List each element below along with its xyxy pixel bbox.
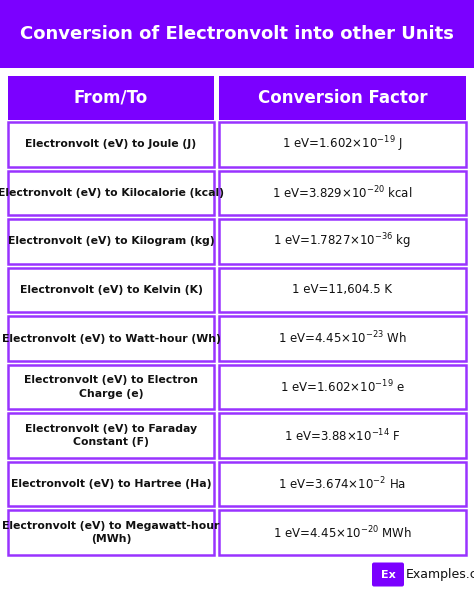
Text: Examples.com: Examples.com bbox=[406, 568, 474, 581]
Bar bbox=[219, 122, 466, 166]
Text: Ex: Ex bbox=[381, 570, 395, 580]
Bar bbox=[8, 122, 214, 166]
Text: Electronvolt (eV) to Electron
Charge (e): Electronvolt (eV) to Electron Charge (e) bbox=[24, 375, 198, 398]
Bar bbox=[219, 365, 466, 409]
Bar bbox=[219, 76, 466, 120]
Text: Conversion of Electronvolt into other Units: Conversion of Electronvolt into other Un… bbox=[20, 25, 454, 43]
FancyBboxPatch shape bbox=[372, 562, 404, 587]
Text: Electronvolt (eV) to Kelvin (K): Electronvolt (eV) to Kelvin (K) bbox=[19, 285, 202, 295]
Text: 1 eV=1.602$\mathregular{\times}$10$\mathregular{^{-19}}$ J: 1 eV=1.602$\mathregular{\times}$10$\math… bbox=[282, 134, 403, 154]
Bar bbox=[219, 413, 466, 458]
Bar bbox=[219, 170, 466, 215]
Text: 1 eV=4.45$\mathregular{\times}$10$\mathregular{^{-23}}$ Wh: 1 eV=4.45$\mathregular{\times}$10$\mathr… bbox=[278, 330, 407, 347]
Bar bbox=[219, 268, 466, 312]
Bar bbox=[8, 365, 214, 409]
Text: Electronvolt (eV) to Faraday
Constant (F): Electronvolt (eV) to Faraday Constant (F… bbox=[25, 424, 197, 447]
Bar bbox=[8, 170, 214, 215]
Text: 1 eV=1.602$\mathregular{\times}$10$\mathregular{^{-19}}$ e: 1 eV=1.602$\mathregular{\times}$10$\math… bbox=[280, 379, 405, 395]
Text: Electronvolt (eV) to Megawatt-hour
(MWh): Electronvolt (eV) to Megawatt-hour (MWh) bbox=[2, 521, 219, 544]
Text: 1 eV=3.829$\mathregular{\times}$10$\mathregular{^{-20}}$ kcal: 1 eV=3.829$\mathregular{\times}$10$\math… bbox=[272, 185, 413, 201]
Text: Electronvolt (eV) to Watt-hour (Wh): Electronvolt (eV) to Watt-hour (Wh) bbox=[1, 333, 220, 343]
Text: Electronvolt (eV) to Kilocalorie (kcal): Electronvolt (eV) to Kilocalorie (kcal) bbox=[0, 188, 224, 198]
Text: Electronvolt (eV) to Joule (J): Electronvolt (eV) to Joule (J) bbox=[26, 139, 197, 149]
Bar bbox=[8, 462, 214, 506]
Text: From/To: From/To bbox=[74, 89, 148, 107]
Text: Electronvolt (eV) to Kilogram (kg): Electronvolt (eV) to Kilogram (kg) bbox=[8, 236, 214, 246]
Bar bbox=[219, 462, 466, 506]
Bar bbox=[0, 0, 474, 68]
Bar bbox=[8, 219, 214, 263]
Bar bbox=[219, 510, 466, 555]
Bar bbox=[8, 76, 214, 120]
Text: 1 eV=11,604.5 K: 1 eV=11,604.5 K bbox=[292, 284, 392, 297]
Text: 1 eV=3.674$\mathregular{\times}$10$\mathregular{^{-2}}$ Ha: 1 eV=3.674$\mathregular{\times}$10$\math… bbox=[278, 476, 407, 493]
Text: 1 eV=3.88$\mathregular{\times}$10$\mathregular{^{-14}}$ F: 1 eV=3.88$\mathregular{\times}$10$\mathr… bbox=[284, 427, 401, 444]
Bar bbox=[219, 219, 466, 263]
Text: Conversion Factor: Conversion Factor bbox=[258, 89, 427, 107]
Text: Electronvolt (eV) to Hartree (Ha): Electronvolt (eV) to Hartree (Ha) bbox=[11, 479, 211, 489]
Bar bbox=[219, 316, 466, 361]
Bar bbox=[8, 510, 214, 555]
Bar bbox=[8, 268, 214, 312]
Text: 1 eV=4.45$\mathregular{\times}$10$\mathregular{^{-20}}$ MWh: 1 eV=4.45$\mathregular{\times}$10$\mathr… bbox=[273, 525, 412, 541]
Text: 1 eV=1.7827$\mathregular{\times}$10$\mathregular{^{-36}}$ kg: 1 eV=1.7827$\mathregular{\times}$10$\mat… bbox=[273, 231, 411, 251]
Bar bbox=[8, 413, 214, 458]
Bar bbox=[8, 316, 214, 361]
